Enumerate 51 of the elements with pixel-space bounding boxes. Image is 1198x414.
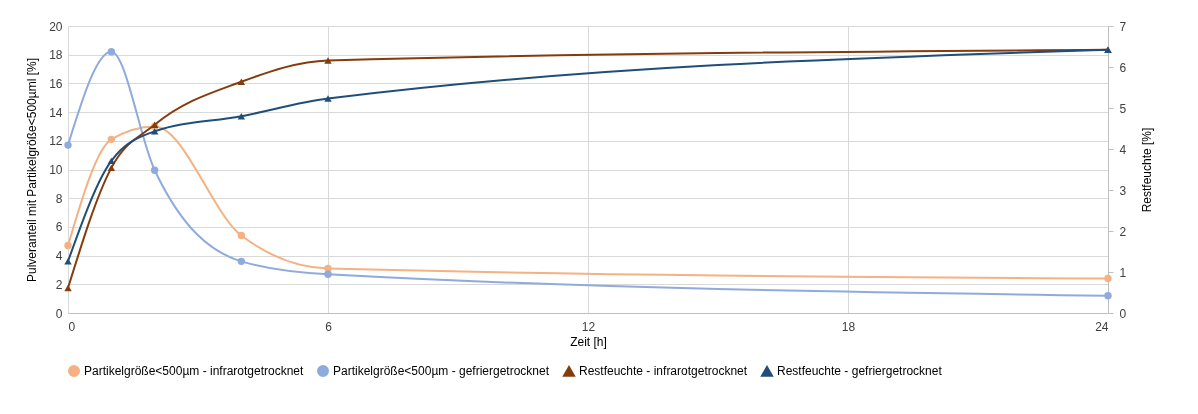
point [324, 57, 332, 64]
legend-label: Restfeuchte - infrarotgetrocknet [579, 364, 748, 379]
point [64, 258, 72, 265]
y-tick-label: 10 [49, 163, 63, 177]
y-tick-label: 12 [49, 134, 63, 149]
point [150, 166, 159, 174]
point [107, 164, 116, 172]
point [107, 48, 116, 56]
y-tick-label: 18 [49, 48, 63, 63]
point [237, 257, 246, 266]
point [64, 284, 72, 292]
y2-tick-label: 6 [1119, 60, 1127, 75]
legend-label: Partikelgröße<500µm - gefriergetrocknet [333, 364, 550, 378]
point [237, 231, 246, 240]
y-tick-label: 8 [55, 191, 63, 206]
y2-tick-label: 4 [1119, 142, 1127, 157]
point [324, 270, 332, 278]
y-tick-label: 2 [55, 277, 63, 292]
legend-label: Restfeuchte - gefriergetrocknet [777, 364, 943, 379]
x-tick-label: 24 [1095, 319, 1109, 334]
y-tick-label: 0 [55, 306, 63, 321]
y-tick-label: 6 [55, 220, 63, 235]
point [107, 135, 116, 144]
y-tick-label: 4 [55, 249, 63, 264]
point [1104, 274, 1112, 283]
y2-tick-label: 5 [1119, 101, 1127, 116]
point [324, 264, 332, 273]
x-tick-label: 6 [325, 319, 333, 334]
point [64, 241, 72, 250]
x-tick-label: 0 [68, 319, 76, 334]
x-tick-label: 18 [841, 319, 856, 334]
y-tick-label: 16 [49, 76, 63, 91]
y-axis-title: Pulveranteil mit Partikelgröße<500µml [%] [25, 57, 40, 283]
y2-tick-label: 1 [1119, 265, 1127, 280]
x-axis-title: Zeit [h] [570, 334, 607, 349]
y2-axis-title: Restfeuchte [%] [1140, 127, 1155, 213]
y-tick-label: 20 [49, 19, 63, 34]
point [107, 157, 116, 165]
y2-tick-label: 0 [1119, 306, 1127, 321]
y-tick-label: 14 [49, 105, 63, 120]
point [1104, 292, 1112, 300]
y2-tick-label: 2 [1119, 224, 1127, 239]
legend-label: Partikelgröße<500µm - infrarotgetrocknet [84, 364, 305, 378]
point [64, 141, 72, 149]
y2-tick-label: 7 [1119, 19, 1127, 34]
point [150, 128, 159, 135]
point [237, 78, 246, 85]
point [237, 112, 246, 120]
x-tick-label: 12 [581, 319, 596, 334]
y2-tick-label: 3 [1119, 183, 1127, 198]
point [324, 95, 332, 102]
